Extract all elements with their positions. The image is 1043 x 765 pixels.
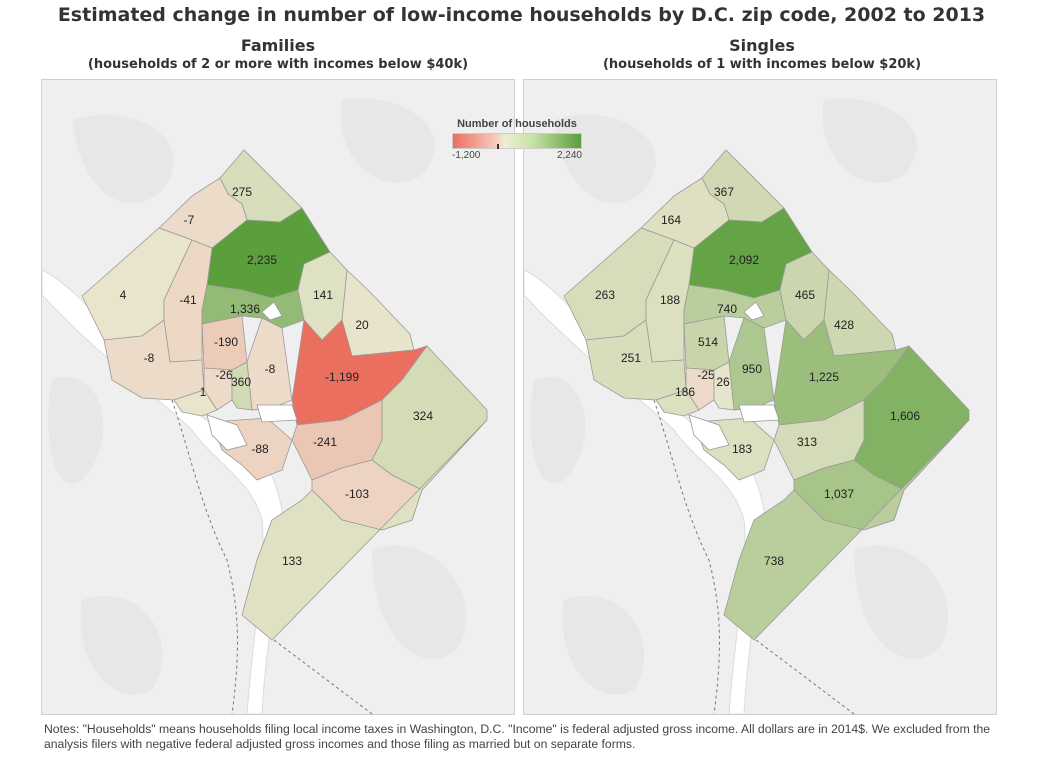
families-zip-value-label: 360 (231, 375, 251, 389)
legend-zero-tick (497, 144, 499, 149)
singles-zip-value-label: 1,606 (890, 409, 920, 423)
singles-zip-value-label: 186 (675, 385, 695, 399)
families-panel-title: Families (240, 36, 316, 55)
singles-zip-value-label: 514 (698, 335, 718, 349)
families-zip-region[interactable] (341, 269, 415, 357)
terrain-shape (562, 596, 645, 695)
singles-zip-value-label: 313 (797, 435, 817, 449)
families-zip-region[interactable] (241, 419, 488, 641)
state-boundary-line (171, 399, 238, 714)
families-zip-value-label: 133 (282, 554, 302, 568)
families-zip-value-label: 20 (355, 318, 369, 332)
singles-zip-value-label: 428 (834, 318, 854, 332)
singles-zip-value-label: 251 (621, 351, 641, 365)
singles-zip-region[interactable] (823, 269, 897, 357)
singles-zip-value-label: 1,225 (809, 370, 839, 384)
families-map-svg: 275 -7 2,235 4 -41 1,336 141 20 -8 -190 -8 -1,199 -2… (42, 98, 488, 714)
singles-zip-region[interactable] (655, 389, 700, 417)
legend-min-label: -1,200 (452, 150, 481, 161)
terrain-shape (340, 98, 435, 183)
families-zip-region[interactable] (173, 389, 218, 417)
families-zip-value-label: -8 (144, 351, 155, 365)
singles-zip-value-label: 740 (717, 302, 737, 316)
terrain-shape (372, 545, 466, 660)
families-zip-value-label: -41 (179, 293, 197, 307)
families-map[interactable]: 275 -7 2,235 4 -41 1,336 141 20 -8 -190 -8 -1,199 -2… (41, 79, 515, 715)
terrain-shape (80, 596, 163, 695)
singles-map-svg: 367 164 2,092 263 188 740 465 428 251 514 950 1,225… (524, 98, 970, 714)
families-zip-region[interactable] (231, 361, 253, 411)
color-legend: Number of households -1,200 2,240 (452, 118, 582, 161)
singles-zip-value-label: 1,037 (824, 487, 854, 501)
terrain-shape (822, 98, 917, 183)
families-zip-value-label: -8 (265, 362, 276, 376)
singles-map[interactable]: 367 164 2,092 263 188 740 465 428 251 514 950 1,225… (523, 79, 997, 715)
state-boundary-line (755, 639, 855, 714)
families-zip-value-label: -26 (215, 368, 233, 382)
singles-zip-region[interactable] (585, 319, 687, 401)
families-zip-value-label: -190 (214, 335, 238, 349)
park-cutout (738, 404, 780, 423)
families-zip-value-label: -103 (345, 487, 369, 501)
singles-panel-title: Singles (729, 36, 795, 55)
terrain-shape (530, 376, 586, 484)
legend-title: Number of households (457, 118, 577, 130)
state-boundary-line (653, 399, 720, 714)
families-zip-value-label: 4 (120, 288, 127, 302)
terrain-shape (72, 114, 174, 204)
singles-panel-subtitle: (households of 1 with incomes below $20k… (602, 57, 922, 72)
park-cutout (688, 414, 730, 451)
singles-zip-region[interactable] (685, 367, 715, 411)
legend-color-ramp (452, 133, 582, 149)
families-zip-value-label: -241 (313, 435, 337, 449)
singles-zip-value-label: 950 (742, 362, 762, 376)
legend-max-label: 2,240 (556, 150, 582, 161)
terrain-shape (48, 376, 104, 484)
park-cutout (256, 404, 298, 423)
families-zip-region[interactable] (203, 367, 233, 411)
families-zip-value-label: 1 (200, 385, 207, 399)
families-zip-value-label: 141 (313, 288, 333, 302)
chart-title: Estimated change in number of low-income… (57, 4, 986, 26)
families-zip-value-label: 1,336 (230, 302, 260, 316)
families-zip-value-label: -88 (251, 442, 269, 456)
singles-zip-value-label: 738 (764, 554, 784, 568)
families-zip-value-label: 275 (232, 185, 252, 199)
singles-zip-value-label: 465 (795, 288, 815, 302)
singles-zip-value-label: 164 (661, 213, 681, 227)
singles-zip-region[interactable] (713, 361, 735, 411)
state-boundary-line (273, 639, 373, 714)
families-zip-value-label: -1,199 (325, 370, 359, 384)
singles-zip-value-label: 367 (714, 185, 734, 199)
singles-zip-value-label: 188 (660, 293, 680, 307)
singles-zip-value-label: 26 (716, 375, 730, 389)
park-cutout (206, 414, 248, 451)
singles-zip-value-label: 263 (595, 288, 615, 302)
park-cutout (743, 301, 765, 321)
families-zip-value-label: 324 (413, 409, 433, 423)
singles-zip-value-label: 2,092 (729, 253, 759, 267)
singles-zip-region[interactable] (723, 419, 970, 641)
families-panel-subtitle: (households of 2 or more with incomes be… (87, 57, 469, 72)
footnote: Notes: "Households" means households fil… (44, 722, 991, 751)
families-zip-value-label: -7 (184, 213, 195, 227)
families-zip-region[interactable] (103, 319, 205, 401)
families-zip-value-label: 2,235 (247, 253, 277, 267)
singles-zip-value-label: 183 (732, 442, 752, 456)
singles-zip-value-label: -25 (697, 368, 715, 382)
park-cutout (261, 301, 283, 321)
terrain-shape (854, 545, 948, 660)
